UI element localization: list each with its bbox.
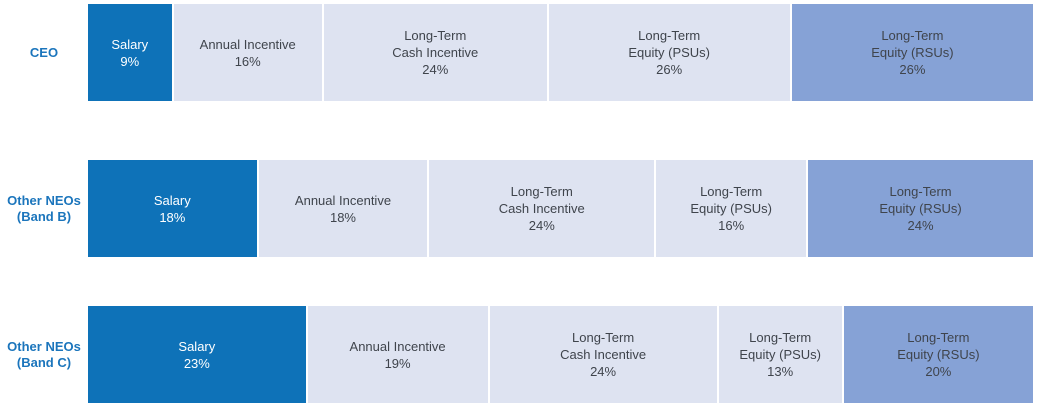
segment-label: Equity (PSUs): [739, 347, 822, 362]
row-label-other-neos-band-b: Other NEOs (Band B): [0, 160, 88, 257]
segment-label: Salary: [178, 338, 216, 354]
segment-label: Long-Term: [638, 28, 701, 43]
segment-percent: 18%: [329, 209, 356, 225]
segment-long-term-equity-psus: Long-Term Equity (PSUs) 26%: [548, 4, 790, 101]
segment-label: Long-Term: [881, 28, 944, 43]
segment-percent: 24%: [590, 364, 617, 379]
segment-percent: 20%: [925, 364, 952, 379]
segment-label: Cash Incentive: [392, 45, 479, 60]
segment-label: Cash Incentive: [498, 201, 585, 216]
segment-label: Long-Term: [749, 330, 812, 345]
bar-other-neos-band-c: Salary 23% Annual Incentive 19% Long-Ter…: [88, 306, 1034, 403]
segment-label: Long-Term: [907, 330, 970, 345]
segment-percent: 16%: [234, 53, 261, 69]
segment-percent: 19%: [384, 355, 411, 371]
segment-label: Long-Term: [404, 28, 467, 43]
row-label-other-neos-band-c: Other NEOs (Band C): [0, 306, 88, 403]
segment-long-term-cash-incentive: Long-Term Cash Incentive 24%: [323, 4, 547, 101]
segment-long-term-equity-psus: Long-Term Equity (PSUs) 13%: [718, 306, 842, 403]
segment-long-term-cash-incentive: Long-Term Cash Incentive 24%: [489, 306, 717, 403]
segment-label: Equity (PSUs): [628, 45, 711, 60]
segment-long-term-equity-rsus: Long-Term Equity (RSUs) 26%: [791, 4, 1033, 101]
segment-long-term-equity-rsus: Long-Term Equity (RSUs) 24%: [808, 160, 1033, 257]
bar-other-neos-band-b: Salary 18% Annual Incentive 18% Long-Ter…: [88, 160, 1033, 257]
row-other-neos-band-c: Other NEOs (Band C) Salary 23% Annual In…: [0, 306, 1037, 403]
segment-label: Cash Incentive: [560, 347, 647, 362]
segment-label: Long-Term: [889, 184, 952, 199]
bar-ceo: Salary 9% Annual Incentive 16% Long-Term…: [88, 4, 1033, 101]
segment-percent: 26%: [899, 62, 926, 77]
row-label-line: (Band C): [16, 354, 72, 370]
segment-percent: 13%: [767, 364, 794, 379]
segment-salary: Salary 23%: [88, 306, 306, 403]
segment-salary: Salary 18%: [88, 160, 257, 257]
segment-percent: 16%: [718, 218, 745, 233]
segment-label: Long-Term: [700, 184, 763, 199]
segment-label: Long-Term: [572, 330, 635, 345]
segment-percent: 24%: [422, 62, 449, 77]
segment-label: Equity (PSUs): [690, 201, 772, 216]
segment-percent: 18%: [159, 209, 186, 225]
row-ceo: CEO Salary 9% Annual Incentive 16% Long-…: [0, 4, 1037, 101]
segment-long-term-cash-incentive: Long-Term Cash Incentive 24%: [429, 160, 655, 257]
row-label-line: Other NEOs: [7, 338, 81, 354]
segment-salary: Salary 9%: [88, 4, 172, 101]
segment-label: Salary: [153, 192, 191, 208]
segment-percent: 9%: [120, 53, 140, 69]
segment-label: Annual Incentive: [199, 36, 296, 52]
segment-annual-incentive: Annual Incentive 18%: [258, 160, 428, 257]
row-label-line: CEO: [29, 44, 59, 60]
segment-annual-incentive: Annual Incentive 16%: [173, 4, 322, 101]
row-label-line: (Band B): [16, 208, 72, 224]
segment-percent: 24%: [528, 218, 555, 233]
segment-long-term-equity-psus: Long-Term Equity (PSUs) 16%: [656, 160, 807, 257]
segment-label: Annual Incentive: [294, 192, 392, 208]
segment-label: Equity (RSUs): [879, 201, 962, 216]
segment-label: Equity (RSUs): [871, 45, 954, 60]
segment-percent: 26%: [656, 62, 683, 77]
segment-label: Annual Incentive: [349, 338, 446, 354]
segment-percent: 23%: [183, 355, 210, 371]
row-other-neos-band-b: Other NEOs (Band B) Salary 18% Annual In…: [0, 160, 1037, 257]
segment-label: Equity (RSUs): [897, 347, 980, 362]
row-label-ceo: CEO: [0, 4, 88, 101]
segment-label: Salary: [111, 36, 149, 52]
segment-long-term-equity-rsus: Long-Term Equity (RSUs) 20%: [843, 306, 1034, 403]
segment-percent: 24%: [907, 218, 934, 233]
segment-annual-incentive: Annual Incentive 19%: [307, 306, 488, 403]
row-label-line: Other NEOs: [7, 192, 81, 208]
segment-label: Long-Term: [510, 184, 573, 199]
